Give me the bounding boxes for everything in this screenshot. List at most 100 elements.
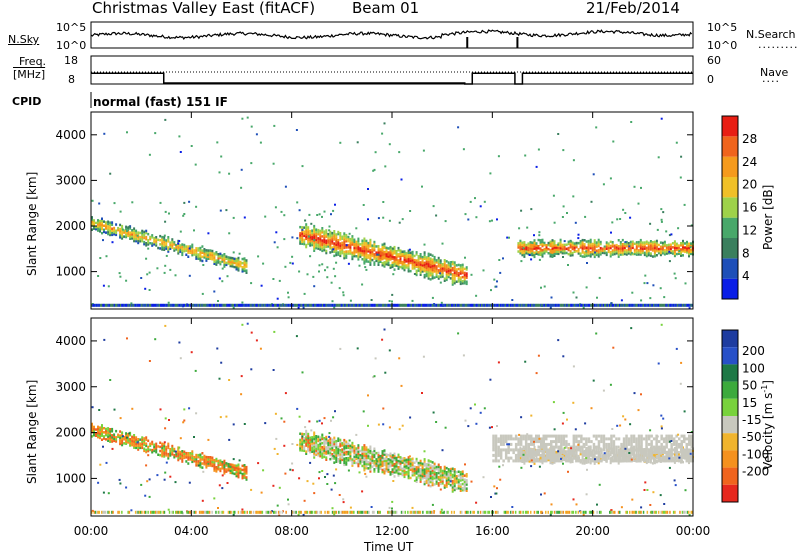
- power-cell: [597, 240, 600, 244]
- power-cell: [135, 229, 138, 233]
- power-cell: [427, 273, 430, 276]
- power-cell: [365, 252, 368, 255]
- velocity-cell: [367, 463, 370, 466]
- power-cell: [287, 303, 290, 307]
- velocity-cell: [421, 470, 424, 474]
- velocity-cell: [463, 486, 466, 490]
- power-cell: [331, 234, 334, 237]
- velocity-cell: [237, 467, 240, 471]
- power-cell: [479, 205, 482, 208]
- velocity-cell: [397, 466, 400, 469]
- velocity-cell: [351, 441, 354, 445]
- velocity-cell: [407, 476, 410, 480]
- velocity-cell: [321, 456, 324, 459]
- velocity-cell: [325, 458, 328, 461]
- velocity-cell: [109, 379, 112, 381]
- power-cell: [660, 303, 662, 307]
- power-cell: [688, 252, 690, 256]
- velocity-cell: [99, 436, 101, 440]
- power-cell: [671, 242, 674, 245]
- power-cell: [445, 266, 448, 269]
- power-cell: [567, 252, 570, 256]
- power-cell: [197, 303, 200, 307]
- power-cell: [95, 225, 97, 229]
- velocity-cell: [407, 460, 410, 463]
- power-cell: [449, 270, 452, 274]
- velocity-cell: [363, 450, 366, 453]
- power-cell: [644, 303, 646, 307]
- velocity-cell: [661, 454, 664, 458]
- power-cell: [673, 248, 676, 251]
- velocity-cell: [301, 445, 304, 448]
- power-cell: [417, 265, 420, 268]
- power-cell: [363, 253, 366, 257]
- power-cell: [332, 248, 335, 251]
- power-cell: [668, 250, 671, 253]
- velocity-cell: [421, 472, 424, 476]
- power-cell: [579, 252, 582, 255]
- velocity-cell: [291, 462, 294, 465]
- velocity-cell: [315, 445, 318, 448]
- power-cell: [121, 224, 124, 228]
- power-cell: [373, 249, 376, 252]
- velocity-cell: [572, 442, 576, 446]
- velocity-cell: [496, 487, 498, 490]
- power-cell: [589, 251, 592, 254]
- velocity-cell: [333, 453, 336, 456]
- power-cell: [103, 224, 105, 227]
- velocity-cell: [547, 442, 550, 446]
- velocity-cell: [167, 508, 170, 511]
- velocity-cell: [600, 451, 603, 455]
- power-cell: [441, 271, 444, 274]
- velocity-cell: [345, 444, 348, 448]
- power-cell: [605, 241, 608, 244]
- power-cell: [221, 260, 224, 263]
- velocity-cell: [630, 459, 633, 463]
- power-cell: [365, 239, 368, 243]
- power-cell: [577, 237, 580, 240]
- power-cell: [197, 257, 200, 260]
- velocity-cell: [353, 461, 356, 465]
- power-cell: [627, 303, 630, 307]
- power-cell: [262, 262, 265, 265]
- velocity-cell: [453, 486, 456, 490]
- velocity-cell: [429, 464, 432, 467]
- velocity-cell: [517, 456, 520, 460]
- velocity-cell: [417, 461, 420, 465]
- power-cell: [321, 245, 324, 248]
- power-cell: [575, 243, 578, 247]
- power-cell: [532, 303, 534, 307]
- velocity-cell: [499, 442, 503, 446]
- power-cell: [202, 303, 205, 307]
- power-cell: [539, 247, 542, 250]
- power-cell: [170, 303, 172, 307]
- power-cell: [139, 240, 142, 243]
- power-cell: [129, 237, 132, 240]
- velocity-cell: [367, 456, 370, 460]
- velocity-cell: [240, 375, 243, 378]
- velocity-cell: [607, 448, 611, 452]
- power-cell: [595, 126, 598, 129]
- power-cell: [429, 257, 432, 260]
- power-cell: [399, 265, 402, 269]
- power-cell: [453, 269, 456, 272]
- power-cell: [229, 264, 232, 268]
- power-cell: [117, 303, 119, 307]
- power-cell: [291, 303, 294, 307]
- velocity-cell: [191, 456, 194, 459]
- power-cell: [191, 245, 194, 249]
- power-cell: [520, 260, 523, 263]
- power-cell: [586, 303, 588, 307]
- velocity-cell: [550, 451, 553, 455]
- power-cell: [444, 220, 447, 223]
- power-cell: [273, 241, 276, 244]
- power-cell: [635, 249, 638, 252]
- velocity-cell: [303, 437, 306, 440]
- power-cell: [431, 296, 434, 299]
- power-cell: [283, 238, 286, 241]
- velocity-cell: [688, 440, 691, 444]
- power-cell: [647, 249, 650, 253]
- power-cell: [327, 234, 330, 238]
- power-cell: [667, 251, 670, 255]
- velocity-cell: [181, 456, 184, 459]
